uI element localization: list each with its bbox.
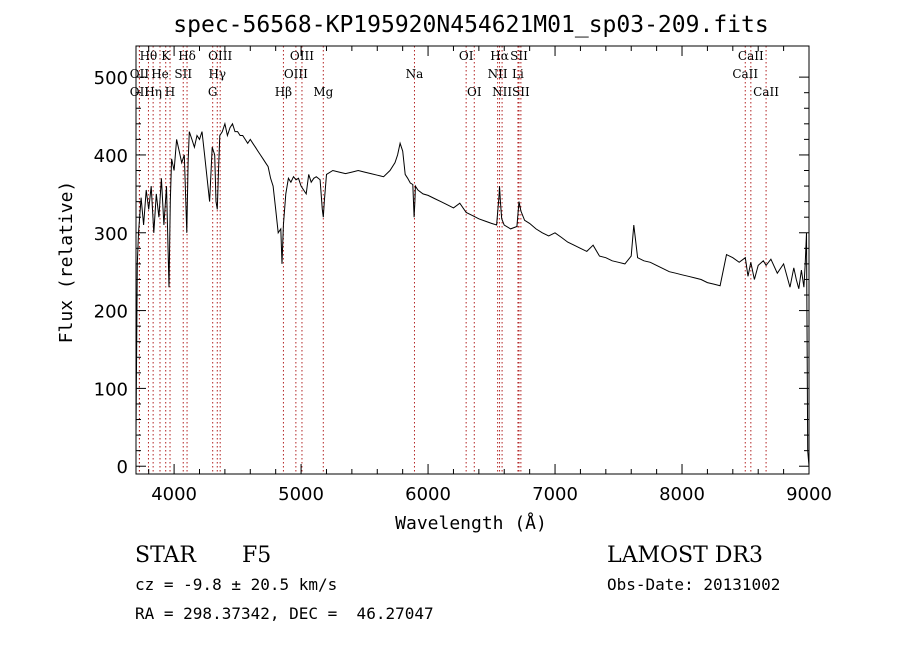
line-marker-label: CaII bbox=[753, 85, 779, 99]
ra-dec-coordinates: RA = 298.37342, DEC = 46.27047 bbox=[135, 604, 434, 623]
chart-title: spec-56568-KP195920N454621M01_sp03-209.f… bbox=[173, 12, 768, 38]
line-markers bbox=[138, 46, 767, 474]
line-marker-label: OIII bbox=[284, 67, 308, 81]
object-class: STAR bbox=[135, 543, 197, 568]
line-marker-label: Hγ bbox=[208, 67, 226, 81]
x-tick-label: 9000 bbox=[786, 484, 832, 505]
line-marker-label: CaII bbox=[738, 49, 764, 63]
x-axis-label: Wavelength (Å) bbox=[395, 512, 547, 534]
x-tick-label: 5000 bbox=[278, 484, 324, 505]
line-marker-label: OIII bbox=[290, 49, 314, 63]
y-tick-label: 300 bbox=[94, 224, 128, 245]
y-tick-label: 0 bbox=[117, 457, 128, 478]
spectral-subclass: F5 bbox=[242, 543, 271, 568]
y-axis-ticks: 0 100 200 300 400 500 bbox=[94, 68, 809, 478]
line-marker-label: SII bbox=[510, 49, 528, 63]
line-marker-label: OI bbox=[467, 85, 482, 99]
x-tick-label: 8000 bbox=[659, 484, 705, 505]
y-tick-label: 400 bbox=[94, 146, 128, 167]
line-marker-label: He bbox=[151, 67, 169, 81]
line-marker-label: Hδ bbox=[178, 49, 196, 63]
line-marker-label: SII bbox=[512, 85, 530, 99]
line-marker-label: H bbox=[165, 85, 175, 99]
line-marker-label: SII bbox=[174, 67, 192, 81]
line-marker-label: OII bbox=[130, 85, 150, 99]
line-marker-label: OII bbox=[130, 67, 150, 81]
line-marker-label: G bbox=[208, 85, 218, 99]
line-marker-label: NII bbox=[488, 67, 508, 81]
survey-name: LAMOST DR3 bbox=[607, 543, 763, 568]
y-tick-label: 500 bbox=[94, 68, 128, 89]
line-marker-label: Mg bbox=[313, 85, 333, 99]
plot-frame bbox=[135, 45, 810, 475]
x-tick-label: 6000 bbox=[405, 484, 451, 505]
line-marker-label: Hη bbox=[144, 85, 162, 99]
line-marker-label: OI bbox=[459, 49, 474, 63]
line-marker-label: K bbox=[161, 49, 171, 63]
y-tick-label: 100 bbox=[94, 379, 128, 400]
spectrum-line bbox=[135, 121, 810, 467]
y-tick-label: 200 bbox=[94, 302, 128, 323]
line-marker-label: OIII bbox=[208, 49, 232, 63]
x-tick-label: 7000 bbox=[532, 484, 578, 505]
line-marker-label: CaII bbox=[732, 67, 758, 81]
line-marker-label: Hβ bbox=[275, 85, 292, 99]
x-axis-ticks: 4000 5000 6000 7000 8000 9000 bbox=[148, 46, 832, 505]
line-marker-label: Hθ bbox=[140, 49, 158, 63]
line-marker-label: Hα bbox=[490, 49, 509, 63]
line-marker-label: Na bbox=[406, 67, 424, 81]
line-marker-label: Li bbox=[512, 67, 524, 81]
observation-date: Obs-Date: 20131002 bbox=[607, 575, 780, 594]
y-axis-label: Flux (relative) bbox=[56, 181, 77, 344]
redshift-cz: cz = -9.8 ± 20.5 km/s bbox=[135, 575, 337, 594]
line-marker-label: NII bbox=[492, 85, 512, 99]
x-tick-label: 4000 bbox=[151, 484, 197, 505]
